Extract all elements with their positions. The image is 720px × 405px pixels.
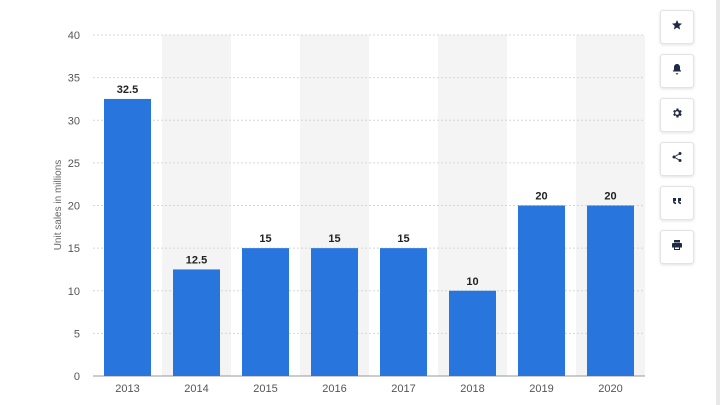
- y-tick-label: 25: [68, 158, 80, 170]
- x-tick-label: 2020: [598, 383, 622, 395]
- x-tick-label: 2016: [322, 383, 346, 395]
- bell-icon: [671, 62, 683, 80]
- y-tick-label: 30: [68, 115, 80, 127]
- data-label: 15: [328, 233, 340, 245]
- print-icon: [671, 238, 683, 256]
- y-axis-title: Unit sales in millions: [53, 160, 64, 251]
- bar-2017: [380, 248, 427, 376]
- data-label: 20: [535, 191, 547, 203]
- x-tick-label: 2014: [184, 383, 208, 395]
- scrollbar-edge: [716, 0, 720, 405]
- x-tick-label: 2018: [460, 383, 484, 395]
- x-tick-label: 2013: [115, 383, 139, 395]
- data-labels: 32.5 12.5 15 15 15 10 20 20: [117, 84, 617, 288]
- y-tick-label: 10: [68, 286, 80, 298]
- cite-button[interactable]: [660, 186, 694, 220]
- share-button[interactable]: [660, 142, 694, 176]
- bar-2014: [173, 269, 220, 376]
- bar-2013: [104, 98, 151, 376]
- x-tick-labels: 2013 2014 2015 2016 2017 2018 2019 2020: [115, 383, 622, 395]
- data-label: 15: [397, 233, 409, 245]
- notification-button[interactable]: [660, 54, 694, 88]
- y-tick-label: 20: [68, 201, 80, 213]
- x-tick-label: 2019: [529, 383, 553, 395]
- bars: [104, 98, 634, 376]
- x-tick-label: 2017: [391, 383, 415, 395]
- data-label: 10: [466, 276, 478, 288]
- y-tick-label: 5: [74, 328, 80, 340]
- chart-toolbar: [660, 10, 694, 274]
- gear-icon: [671, 106, 683, 124]
- bar-2020: [587, 205, 634, 376]
- y-tick-label: 40: [68, 30, 80, 42]
- share-icon: [671, 150, 683, 168]
- y-tick-label: 35: [68, 73, 80, 85]
- bar-2018: [449, 290, 496, 376]
- bar-2019: [518, 205, 565, 376]
- data-label: 15: [259, 233, 271, 245]
- star-icon: [671, 18, 683, 36]
- data-label: 20: [604, 191, 616, 203]
- y-tick-label: 15: [68, 243, 80, 255]
- print-button[interactable]: [660, 230, 694, 264]
- y-tick-labels: 0 5 10 15 20 25 30 35 40: [68, 30, 80, 383]
- quote-icon: [671, 194, 683, 212]
- y-tick-label: 0: [74, 371, 80, 383]
- bar-chart: 32.5 12.5 15 15 15 10 20 20 0 5 10 15 20 25 30 35 40 20…: [53, 30, 645, 395]
- favorite-button[interactable]: [660, 10, 694, 44]
- bar-2016: [311, 248, 358, 376]
- settings-button[interactable]: [660, 98, 694, 132]
- data-label: 32.5: [117, 84, 138, 96]
- data-label: 12.5: [186, 254, 207, 266]
- bar-2015: [242, 248, 289, 376]
- x-tick-label: 2015: [253, 383, 277, 395]
